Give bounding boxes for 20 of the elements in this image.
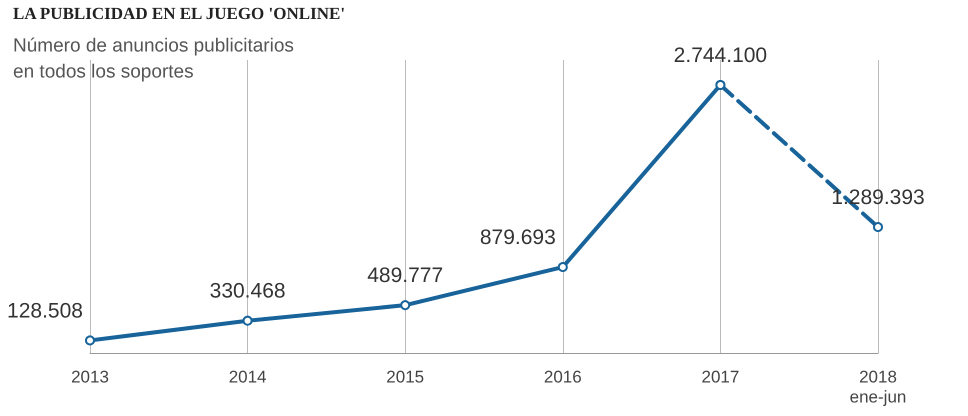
- point: [558, 262, 568, 272]
- point: [85, 335, 95, 346]
- data-label: 1.289.393: [831, 186, 925, 210]
- point: [715, 80, 726, 90]
- x-tick-label: 2016: [544, 368, 582, 386]
- x-tick-label: 2018 ene-jun: [850, 368, 906, 406]
- x-tick-label: 2013: [71, 368, 109, 386]
- point: [873, 222, 883, 232]
- data-label: 489.777: [367, 264, 444, 288]
- x-tick-label: 2017: [701, 368, 740, 386]
- point: [400, 300, 410, 310]
- data-label: 330.468: [210, 280, 286, 303]
- point: [242, 316, 253, 326]
- data-label: 128.508: [7, 299, 83, 322]
- data-label: 2.744.100: [674, 44, 768, 67]
- x-tick-label: 2014: [228, 368, 267, 386]
- chart-subtitle: Número de anuncios publicitarios en todos los soportes: [13, 36, 294, 82]
- chart-title: LA PUBLICIDAD EN EL JUEGO 'ONLINE': [13, 4, 346, 23]
- data-label: 879.693: [480, 226, 556, 250]
- x-tick-label: 2015: [386, 368, 424, 386]
